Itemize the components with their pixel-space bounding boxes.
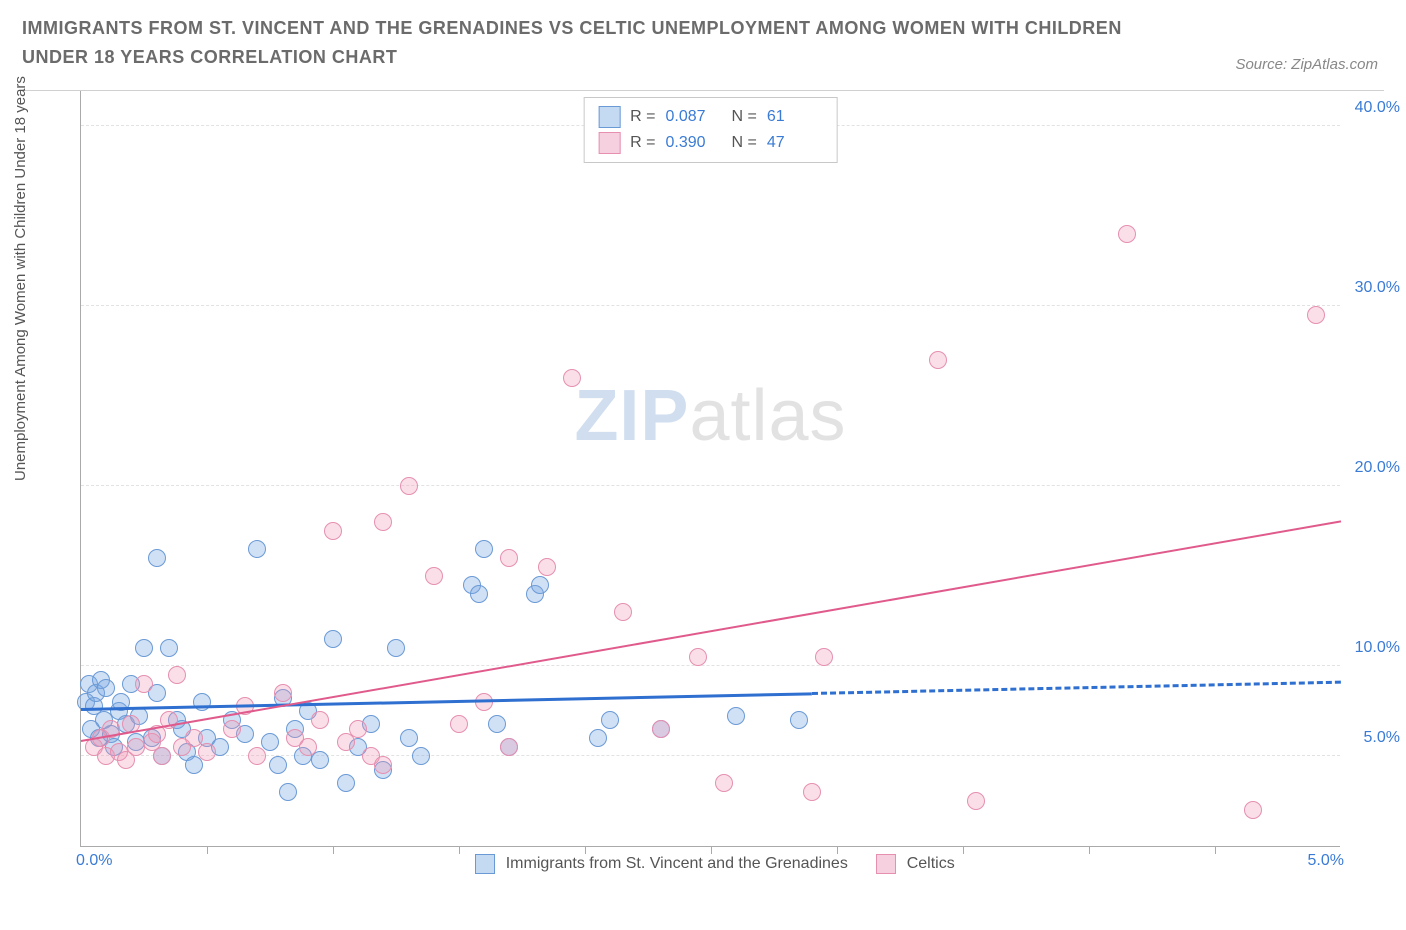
legend-R-label: R = — [630, 134, 655, 152]
x-tick — [333, 846, 334, 854]
data-point-blue — [387, 639, 405, 657]
data-point-blue — [248, 540, 266, 558]
legend-row-blue: R = 0.087 N = 61 — [598, 104, 823, 130]
legend-N-label: N = — [732, 108, 757, 126]
data-point-blue — [589, 729, 607, 747]
x-tick — [837, 846, 838, 854]
data-point-pink — [538, 558, 556, 576]
legend-R-label: R = — [630, 108, 655, 126]
data-point-pink — [500, 549, 518, 567]
watermark-bold: ZIP — [574, 376, 689, 456]
y-tick-label: 20.0% — [1355, 459, 1400, 477]
y-tick-label: 30.0% — [1355, 279, 1400, 297]
data-point-pink — [1118, 225, 1136, 243]
grid-line — [81, 485, 1340, 486]
chart-container: Unemployment Among Women with Children U… — [22, 90, 1384, 880]
legend-label-pink: Celtics — [907, 855, 955, 872]
data-point-pink — [168, 666, 186, 684]
legend-N-pink: 47 — [767, 134, 823, 152]
data-point-pink — [929, 351, 947, 369]
data-point-pink — [274, 684, 292, 702]
y-axis-label: Unemployment Among Women with Children U… — [12, 76, 29, 481]
legend-R-pink: 0.390 — [666, 134, 722, 152]
data-point-pink — [374, 756, 392, 774]
legend-swatch-pink — [876, 854, 896, 874]
correlation-legend: R = 0.087 N = 61 R = 0.390 N = 47 — [583, 97, 838, 163]
legend-label-blue: Immigrants from St. Vincent and the Gren… — [506, 855, 848, 872]
x-tick — [207, 846, 208, 854]
data-point-pink — [248, 747, 266, 765]
data-point-blue — [475, 540, 493, 558]
data-point-blue — [135, 639, 153, 657]
data-point-pink — [349, 720, 367, 738]
legend-swatch-blue — [475, 854, 495, 874]
data-point-blue — [279, 783, 297, 801]
data-point-blue — [790, 711, 808, 729]
data-point-blue — [488, 715, 506, 733]
data-point-pink — [715, 774, 733, 792]
x-tick — [459, 846, 460, 854]
data-point-pink — [689, 648, 707, 666]
data-point-blue — [148, 549, 166, 567]
data-point-pink — [967, 792, 985, 810]
data-point-pink — [1307, 306, 1325, 324]
data-point-pink — [311, 711, 329, 729]
data-point-pink — [374, 513, 392, 531]
data-point-pink — [299, 738, 317, 756]
data-point-blue — [531, 576, 549, 594]
series-legend: Immigrants from St. Vincent and the Gren… — [22, 854, 1384, 874]
data-point-pink — [135, 675, 153, 693]
data-point-pink — [614, 603, 632, 621]
x-tick — [1089, 846, 1090, 854]
data-point-pink — [400, 477, 418, 495]
data-point-pink — [153, 747, 171, 765]
data-point-blue — [269, 756, 287, 774]
legend-swatch-pink — [598, 132, 620, 154]
x-tick — [1215, 846, 1216, 854]
data-point-pink — [450, 715, 468, 733]
x-tick — [711, 846, 712, 854]
x-tick — [963, 846, 964, 854]
data-point-blue — [160, 639, 178, 657]
watermark-light: atlas — [689, 376, 846, 456]
data-point-blue — [337, 774, 355, 792]
source-credit: Source: ZipAtlas.com — [1235, 56, 1378, 73]
data-point-pink — [500, 738, 518, 756]
data-point-pink — [563, 369, 581, 387]
data-point-pink — [1244, 801, 1262, 819]
data-point-pink — [425, 567, 443, 585]
data-point-blue — [412, 747, 430, 765]
legend-row-pink: R = 0.390 N = 47 — [598, 130, 823, 156]
data-point-pink — [223, 720, 241, 738]
y-tick-label: 40.0% — [1355, 99, 1400, 117]
grid-line — [81, 665, 1340, 666]
data-point-blue — [324, 630, 342, 648]
legend-N-label: N = — [732, 134, 757, 152]
trend-line — [81, 520, 1341, 742]
y-tick-label: 10.0% — [1355, 639, 1400, 657]
legend-N-blue: 61 — [767, 108, 823, 126]
data-point-pink — [652, 720, 670, 738]
data-point-blue — [601, 711, 619, 729]
grid-line — [81, 755, 1340, 756]
trend-line — [812, 681, 1341, 695]
legend-R-blue: 0.087 — [666, 108, 722, 126]
watermark: ZIPatlas — [574, 375, 846, 457]
data-point-blue — [470, 585, 488, 603]
data-point-blue — [97, 679, 115, 697]
trend-line — [81, 692, 812, 711]
data-point-blue — [727, 707, 745, 725]
data-point-pink — [803, 783, 821, 801]
legend-swatch-blue — [598, 106, 620, 128]
data-point-pink — [198, 743, 216, 761]
y-tick-label: 5.0% — [1364, 729, 1400, 747]
x-tick — [585, 846, 586, 854]
grid-line — [81, 305, 1340, 306]
page-title: IMMIGRANTS FROM ST. VINCENT AND THE GREN… — [22, 14, 1122, 72]
data-point-pink — [324, 522, 342, 540]
data-point-blue — [261, 733, 279, 751]
data-point-pink — [815, 648, 833, 666]
data-point-blue — [400, 729, 418, 747]
scatter-plot: ZIPatlas R = 0.087 N = 61 R = 0.390 N = … — [80, 91, 1340, 847]
